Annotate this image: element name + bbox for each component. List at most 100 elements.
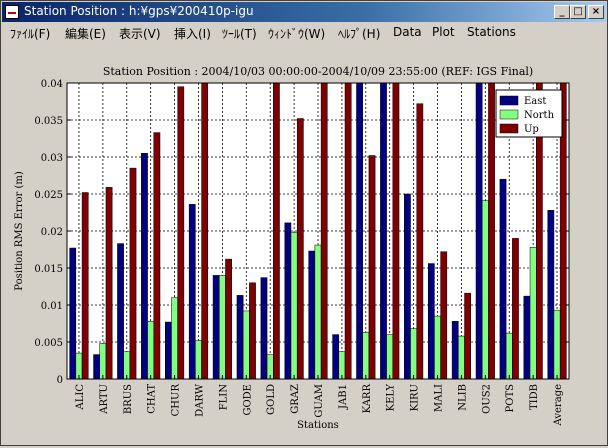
menu-help[interactable]: ﾍﾙﾌﾟ(H)	[338, 27, 381, 41]
y-tick-label: 0.03	[41, 153, 63, 164]
bar-north	[529, 247, 537, 380]
x-tick-label: GOLD	[266, 384, 277, 415]
bar-up	[225, 258, 232, 380]
legend-swatch-east	[499, 95, 519, 106]
bar-up	[488, 82, 495, 380]
y-tick-label: 0.035	[34, 116, 63, 127]
figure-area: 0 0.005 0.01 0.015 0.02 0.025 0.03 0.035 0.04 ALI…	[2, 43, 606, 444]
y-tick-label: 0	[57, 375, 63, 386]
bar-up	[129, 167, 137, 380]
close-button[interactable]: ×	[588, 5, 604, 19]
menu-stations[interactable]: Stations	[467, 25, 516, 39]
bar-north	[147, 321, 155, 380]
bar-up	[320, 82, 328, 380]
bar-up	[368, 155, 376, 380]
bar-north	[338, 351, 346, 380]
menu-bar: ﾌｧｲﾙ(F) 編集(E) 表示(V) 挿入(I) ﾂｰﾙ(T) ｳｨﾝﾄﾞｳ(…	[2, 23, 606, 42]
legend-label-east: East	[524, 96, 546, 107]
x-axis-label: Stations	[297, 420, 339, 431]
bar-north	[314, 244, 322, 380]
x-tick-label: DARW	[194, 383, 205, 417]
x-tick-label: KARR	[362, 384, 373, 414]
menu-file[interactable]: ﾌｧｲﾙ(F)	[10, 27, 51, 41]
bar-up	[512, 238, 519, 380]
x-tick-label: CHUR	[171, 384, 182, 417]
x-tick-label: KIRU	[410, 384, 421, 411]
menu-plot[interactable]: Plot	[432, 25, 455, 39]
bar-up	[177, 86, 185, 380]
x-tick-label: GUAM	[314, 384, 325, 418]
x-tick-label: OUS2	[481, 384, 492, 414]
bar-north	[99, 343, 107, 380]
legend-label-north: North	[524, 110, 555, 121]
x-tick-label: ARTU	[99, 384, 110, 415]
bar-north	[553, 309, 561, 380]
bar-east	[260, 277, 268, 380]
matlab-figure-icon[interactable]	[5, 5, 19, 19]
legend-swatch-up	[499, 123, 519, 134]
window-title: Station Position : h:¥gps¥200410p-igu	[24, 4, 254, 18]
bar-east	[93, 354, 100, 380]
legend-swatch-north	[499, 109, 519, 120]
y-tick-label: 0.005	[34, 338, 63, 349]
x-tick-label: MALI	[434, 384, 445, 412]
x-tick-label: GODE	[242, 384, 253, 416]
bar-east	[188, 204, 196, 380]
menu-view[interactable]: 表示(V)	[119, 27, 161, 41]
maximize-button[interactable]: □	[570, 5, 586, 19]
menu-insert[interactable]: 挿入(I)	[174, 27, 211, 41]
bar-east	[523, 295, 531, 380]
bar-east	[451, 321, 459, 380]
title-bar[interactable]: Station Position : h:¥gps¥200410p-igu _ …	[2, 2, 606, 22]
bar-east	[547, 210, 555, 380]
bar-east	[236, 295, 244, 380]
bar-up	[153, 132, 161, 380]
y-tick-label: 0.025	[34, 190, 63, 201]
bar-north	[290, 232, 298, 380]
x-tick-label: KELY	[386, 384, 397, 412]
bar-up	[249, 282, 256, 380]
bar-east	[356, 82, 363, 380]
chart-title: Station Position : 2004/10/03 00:00:00-2…	[103, 65, 533, 78]
minimize-button[interactable]: _	[554, 5, 570, 19]
bar-east	[212, 275, 220, 380]
legend-label-up: Up	[524, 124, 539, 135]
bar-up	[440, 251, 448, 380]
bar-east	[404, 193, 411, 380]
y-tick-label: 0.04	[41, 79, 63, 90]
x-tick-label: TIDB	[529, 384, 540, 410]
x-tick-label: POTS	[505, 384, 516, 413]
menu-window[interactable]: ｳｨﾝﾄﾞｳ(W)	[268, 27, 326, 41]
x-tick-label: CHAT	[147, 384, 158, 414]
bar-east	[284, 222, 292, 380]
y-tick-label: 0.02	[41, 227, 63, 238]
bar-east	[117, 243, 124, 380]
bar-north	[123, 351, 131, 380]
menu-edit[interactable]: 編集(E)	[65, 27, 106, 41]
x-tick-label: NLIB	[457, 384, 468, 411]
bar-up	[392, 82, 400, 380]
bar-up	[81, 192, 89, 380]
bar-east	[141, 153, 148, 380]
bar-north	[505, 332, 513, 380]
bar-east	[308, 250, 316, 380]
bar-east	[380, 82, 387, 380]
bar-north	[171, 297, 178, 380]
x-tick-label: BRUS	[123, 384, 134, 414]
bar-up	[273, 82, 280, 380]
bar-north	[410, 328, 417, 380]
bar-north	[386, 334, 394, 380]
menu-data[interactable]: Data	[393, 25, 422, 39]
bar-north	[195, 340, 202, 380]
bar-north	[242, 310, 250, 380]
menu-tools[interactable]: ﾂｰﾙ(T)	[222, 27, 257, 41]
bar-north	[219, 275, 226, 380]
y-tick-label: 0.01	[41, 301, 63, 312]
bar-east	[164, 321, 172, 380]
bar-north	[434, 315, 441, 380]
x-tick-label: Average	[553, 384, 564, 427]
bar-east	[332, 334, 340, 380]
bar-east	[475, 82, 483, 380]
bar-up	[296, 118, 304, 380]
